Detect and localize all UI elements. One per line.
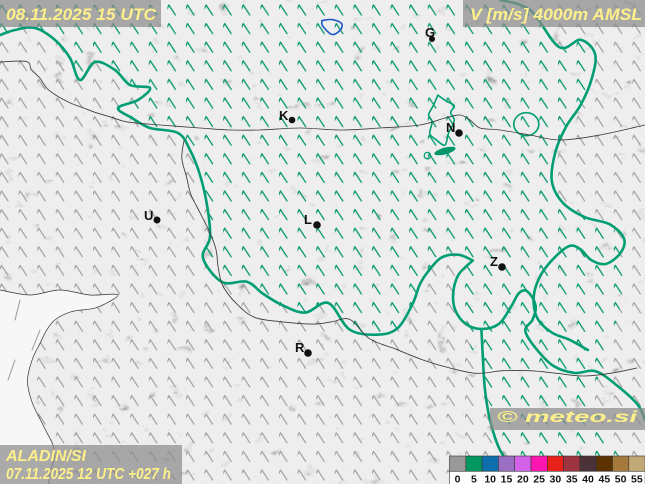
svg-text:35: 35 [566,473,578,484]
svg-text:K: K [279,108,289,123]
svg-text:10: 10 [484,473,496,484]
svg-text:15: 15 [501,473,513,484]
svg-text:50: 50 [615,473,627,484]
svg-text:55: 55 [631,473,643,484]
svg-text:5: 5 [471,473,477,484]
svg-text:45: 45 [599,473,611,484]
svg-text:© meteo.si: © meteo.si [497,409,638,426]
svg-text:ALADIN/SI: ALADIN/SI [5,448,87,465]
svg-text:25: 25 [533,473,545,484]
svg-text:V [m/s] 4000m AMSL: V [m/s] 4000m AMSL [470,5,642,24]
svg-text:07.11.2025 12 UTC +027 h: 07.11.2025 12 UTC +027 h [6,466,171,483]
svg-text:30: 30 [550,473,562,484]
svg-text:R: R [295,340,305,355]
svg-text:20: 20 [517,473,529,484]
svg-text:40: 40 [582,473,594,484]
svg-text:0: 0 [455,473,461,484]
svg-text:L: L [304,212,312,227]
svg-text:08.11.2025 15 UTC: 08.11.2025 15 UTC [6,5,157,24]
svg-text:Z: Z [490,254,498,269]
svg-text:G: G [425,25,435,40]
svg-text:U: U [144,208,153,223]
svg-text:N: N [446,120,455,135]
